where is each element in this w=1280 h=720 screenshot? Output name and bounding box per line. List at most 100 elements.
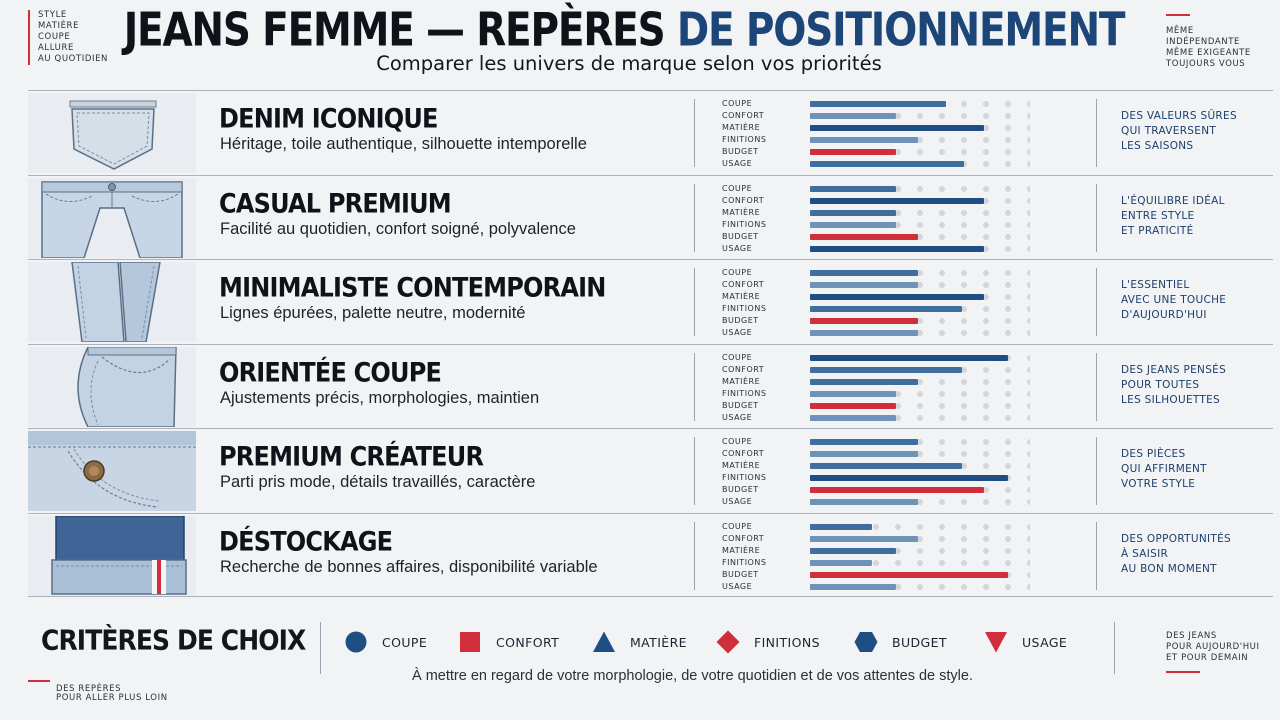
category-name: CASUAL PREMIUM	[219, 187, 452, 219]
tagline-line: POUR TOUTES	[1121, 378, 1200, 391]
category-tagline: DES JEANS PENSÉS POUR TOUTES LES SILHOUE…	[1121, 363, 1226, 408]
bar-fill	[810, 294, 984, 300]
tagline-line: AU BON MOMENT	[1121, 562, 1217, 575]
bar-track	[810, 402, 1030, 409]
criteria-bars: COUPE CONFORT MATIÈRE FINITIONS BUDGET U…	[722, 521, 1042, 593]
bar-fill	[810, 463, 962, 469]
header-tagline-left: STYLE MATIÈRE COUPE ALLURE AU QUOTIDIEN	[28, 10, 108, 65]
category-row-orientee-coupe: ORIENTÉE COUPE Ajustements précis, morph…	[28, 343, 1273, 429]
legend-label: FINITIONS	[754, 634, 820, 650]
bar-track	[810, 523, 1030, 530]
metric-label: USAGE	[722, 243, 753, 253]
tagline-line: ET PRATICITÉ	[1121, 224, 1194, 237]
bar-scale-dots	[810, 113, 1030, 119]
tagline-line: DES PIÈCES	[1121, 448, 1186, 460]
category-name: MINIMALISTE CONTEMPORAIN	[219, 272, 606, 304]
bar-fill	[810, 559, 872, 566]
category-description: Lignes épurées, palette neutre, modernit…	[220, 304, 526, 322]
tagline-line: ET POUR DEMAIN	[1166, 653, 1249, 663]
metric-budget: BUDGET	[722, 400, 1042, 412]
metric-label: USAGE	[722, 159, 753, 168]
metric-budget: BUDGET	[722, 146, 1042, 158]
bar-fill	[810, 330, 918, 336]
metric-label: CONFORT	[722, 195, 765, 205]
category-tagline: DES VALEURS SÛRES QUI TRAVERSENT LES SAI…	[1121, 109, 1237, 154]
bar-scale-dots	[810, 270, 1030, 276]
metric-budget: BUDGET	[722, 484, 1042, 496]
column-divider	[694, 183, 695, 252]
metric-label: FINITIONS	[722, 304, 767, 313]
bar-track	[810, 463, 1030, 469]
metric-budget: BUDGET	[722, 569, 1042, 581]
column-divider	[694, 352, 695, 421]
bar-fill	[810, 571, 1008, 578]
category-row-minimaliste-contemporain: MINIMALISTE CONTEMPORAIN Lignes épurées,…	[28, 259, 1273, 344]
column-divider	[694, 268, 695, 336]
metric-coupe: COUPE	[722, 521, 1042, 533]
metric-confort: CONFORT	[722, 448, 1042, 460]
bar-track	[810, 161, 1030, 167]
column-divider	[694, 437, 695, 505]
triangle-down-icon	[985, 632, 1007, 653]
metric-label: FINITIONS	[722, 557, 767, 567]
bar-fill	[810, 583, 896, 590]
bar-track	[810, 439, 1030, 445]
tagline-line: D'AUJOURD'HUI	[1121, 309, 1207, 321]
metric-coupe: COUPE	[722, 98, 1042, 110]
metric-label: COUPE	[722, 437, 753, 446]
tagline-line: STYLE	[38, 10, 67, 20]
hip-side-illustration	[28, 346, 196, 427]
metric-usage: USAGE	[722, 243, 1042, 255]
metric-label: CONFORT	[722, 364, 765, 374]
metric-usage: USAGE	[722, 412, 1042, 424]
bar-track	[810, 559, 1030, 566]
bar-fill	[810, 414, 896, 421]
category-name: DENIM ICONIQUE	[219, 103, 438, 135]
metric-finitions: FINITIONS	[722, 134, 1042, 146]
metric-budget: BUDGET	[722, 231, 1042, 243]
legend-label: CONFORT	[496, 634, 560, 650]
bar-scale-dots	[810, 149, 1030, 155]
bar-track	[810, 414, 1030, 421]
legend-label: MATIÈRE	[630, 634, 687, 650]
brand-category-list: DENIM ICONIQUE Héritage, toile authentiq…	[28, 90, 1273, 597]
bar-fill	[810, 451, 918, 457]
bar-scale-dots	[810, 559, 1030, 566]
bar-scale-dots	[810, 185, 1030, 192]
metric-label: COUPE	[722, 183, 753, 193]
metric-label: MATIÈRE	[722, 545, 761, 555]
legend-label: USAGE	[1022, 634, 1068, 650]
metric-label: MATIÈRE	[722, 207, 761, 217]
category-name: ORIENTÉE COUPE	[219, 356, 442, 388]
tagline-line: VOTRE STYLE	[1121, 478, 1196, 490]
category-tagline: DES PIÈCES QUI AFFIRMENT VOTRE STYLE	[1121, 447, 1207, 492]
criteria-bars: COUPE CONFORT MATIÈRE FINITIONS BUDGET U…	[722, 183, 1042, 255]
metric-coupe: COUPE	[722, 436, 1042, 448]
bar-track	[810, 270, 1030, 276]
page-title: JEANS FEMME — REPÈRES DE POSITIONNEMENT	[0, 4, 1248, 57]
bar-track	[810, 583, 1030, 590]
metric-usage: USAGE	[722, 158, 1042, 170]
criteria-legend: COUPE CONFORT MATIÈRE FINITIONS BUDGET U…	[344, 628, 1104, 656]
metric-label: MATIÈRE	[722, 123, 761, 132]
metric-confort: CONFORT	[722, 279, 1042, 291]
metric-label: FINITIONS	[722, 219, 767, 229]
tagline-line: À SAISIR	[1121, 547, 1169, 560]
bar-fill	[810, 390, 896, 397]
tagline-line: POUR AUJOURD'HUI	[1166, 642, 1260, 652]
metric-usage: USAGE	[722, 327, 1042, 339]
tagline-line: MÊME EXIGEANTE	[1166, 48, 1251, 58]
bar-track	[810, 149, 1030, 155]
metric-coupe: COUPE	[722, 183, 1042, 195]
metric-usage: USAGE	[722, 581, 1042, 593]
bar-track	[810, 318, 1030, 324]
metric-label: USAGE	[722, 497, 753, 506]
bar-fill	[810, 366, 962, 373]
bar-fill	[810, 354, 1008, 361]
bar-track	[810, 306, 1030, 312]
metric-label: MATIÈRE	[722, 376, 761, 386]
metric-confort: CONFORT	[722, 110, 1042, 122]
button-detail-illustration	[28, 431, 196, 511]
bar-fill	[810, 245, 984, 252]
bar-fill	[810, 318, 918, 324]
